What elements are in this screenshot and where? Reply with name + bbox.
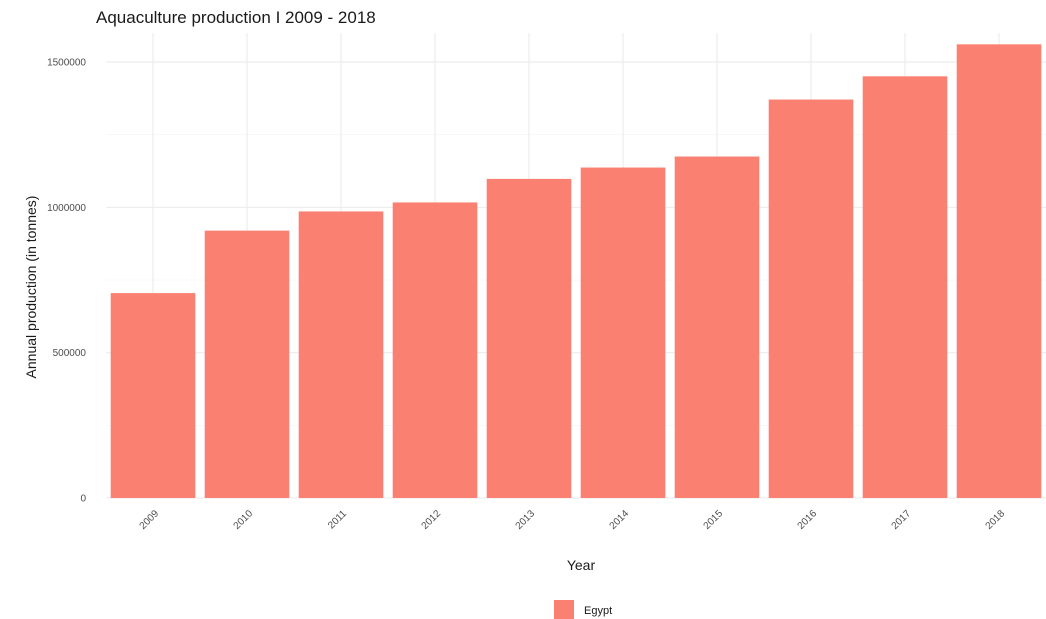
- bar-2018: [956, 44, 1042, 498]
- bar-2010: [204, 230, 290, 498]
- x-axis-ticks: 2009 2010 2011 2012 2013 2014 2015 2016 2017 2018: [138, 508, 1008, 532]
- y-tick-label: 1500000: [47, 58, 86, 69]
- x-tick-label: 2016: [796, 508, 820, 532]
- y-tick-label: 500000: [53, 348, 87, 359]
- bar-2012: [392, 202, 478, 498]
- bar-2015: [674, 156, 760, 498]
- y-axis-title: Annual production (in tonnes): [23, 196, 39, 379]
- x-axis-title: Year: [567, 557, 596, 573]
- y-axis-ticks: 0 500000 1000000 1500000: [47, 58, 86, 505]
- x-tick-label: 2013: [514, 508, 538, 532]
- legend-label-egypt: Egypt: [584, 605, 612, 617]
- bar-2011: [298, 211, 384, 498]
- chart-title: Aquaculture production I 2009 - 2018: [96, 8, 376, 27]
- bar-2014: [580, 167, 666, 498]
- bars: [110, 44, 1042, 499]
- y-tick-label: 0: [80, 494, 86, 505]
- bar-2009: [110, 293, 196, 498]
- y-tick-label: 1000000: [47, 203, 86, 214]
- x-tick-label: 2009: [138, 508, 162, 532]
- bar-2017: [862, 76, 948, 498]
- x-tick-label: 2018: [984, 508, 1008, 532]
- legend-swatch-egypt: [554, 600, 574, 619]
- bar-2016: [768, 99, 854, 498]
- x-tick-label: 2010: [232, 508, 256, 532]
- x-tick-label: 2017: [890, 508, 914, 532]
- bar-2013: [486, 178, 572, 499]
- x-tick-label: 2011: [326, 508, 349, 531]
- x-tick-label: 2015: [702, 508, 726, 532]
- legend: Egypt: [554, 600, 612, 619]
- x-tick-label: 2014: [608, 508, 632, 532]
- x-tick-label: 2012: [420, 508, 444, 532]
